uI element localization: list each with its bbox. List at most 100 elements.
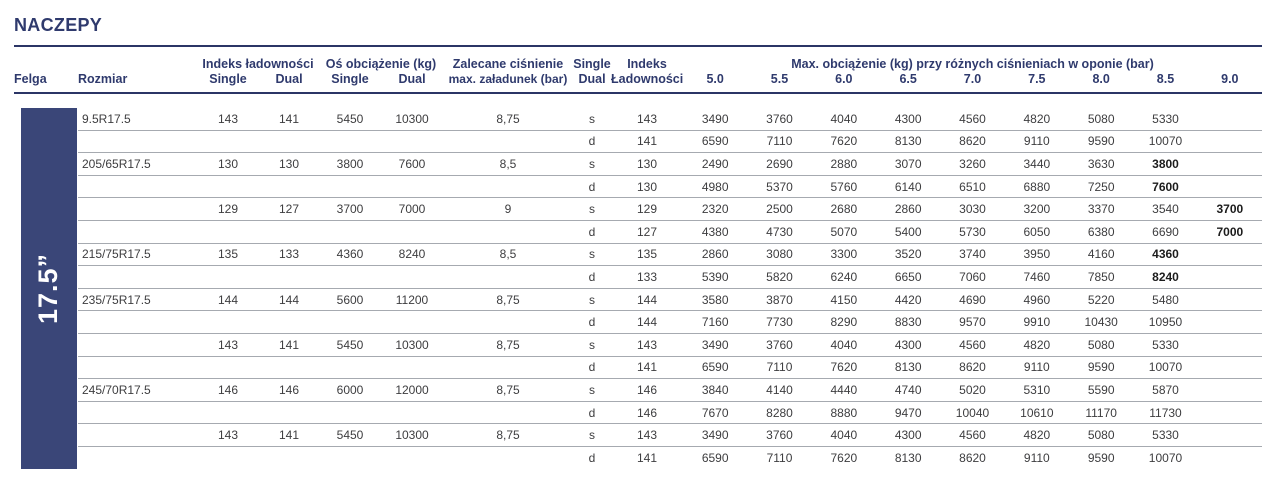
single-dual-flag-cell: d	[588, 450, 596, 465]
max-load-value-cell: 5220	[1087, 292, 1115, 307]
max-load-value-cell: 2860	[701, 247, 729, 262]
size-cell: 205/65R17.5	[82, 156, 151, 171]
max-load-value-cell: 3760	[766, 337, 793, 352]
max-load-value-cell: 6880	[1023, 179, 1051, 194]
axle-load-dual-cell: 7600	[398, 156, 426, 171]
max-load-value-cell: 9110	[1023, 450, 1050, 465]
max-load-value-cell: 3070	[894, 156, 922, 171]
max-load-value-cell: 7110	[766, 134, 793, 149]
axle-load-dual-cell: 7000	[398, 202, 426, 217]
load-index-cell: 144	[636, 292, 658, 307]
header-divider	[14, 92, 1262, 94]
recommended-pressure-cell: 8,75	[496, 292, 520, 307]
max-load-value-cell: 7250	[1087, 179, 1115, 194]
table-body-wrap: 17.5” 9.5R17.5 143 141 5450 10300 8,75 s 143 349…	[14, 108, 1262, 469]
load-index-cell: 146	[636, 405, 658, 420]
max-load-value-cell: 7620	[830, 360, 858, 375]
max-load-value-cell: 3260	[959, 156, 986, 171]
max-load-value-cell: 5070	[830, 224, 858, 239]
table-row: d 133 5390 5820 6240 6650 7060 7460 7850 8240	[78, 266, 1262, 289]
axle-load-single-cell: 5450	[336, 337, 364, 352]
max-load-value-cell: 4300	[894, 111, 922, 126]
load-index-single-cell: 143	[217, 337, 239, 352]
table-row: 129 127 3700 7000 9 s 129 2320 2500 2680 2860 3030 3…	[78, 198, 1262, 221]
max-load-value-cell: 4730	[766, 224, 793, 239]
max-load-value-cell: 5330	[1152, 337, 1179, 352]
table-row: d 141 6590 7110 7620 8130 8620 9110 9590 10070	[78, 131, 1262, 154]
max-load-value-cell: 3490	[701, 111, 729, 126]
max-load-value-cell: 9590	[1087, 360, 1115, 375]
load-index-cell: 143	[636, 428, 658, 443]
max-load-value-cell: 4820	[1023, 111, 1051, 126]
single-dual-flag-cell: d	[588, 269, 596, 284]
group-header-max-load: Max. obciążenie (kg) przy różnych ciśnie…	[791, 57, 1154, 71]
load-index-single-cell: 135	[217, 247, 239, 262]
max-load-value-cell: 8130	[894, 450, 922, 465]
load-index-dual-cell: 144	[278, 292, 300, 307]
size-cell: 235/75R17.5	[82, 292, 151, 307]
max-load-value-cell: 3370	[1087, 202, 1115, 217]
max-load-value-cell: 7670	[701, 405, 729, 420]
max-load-value-cell: 3200	[1023, 202, 1051, 217]
max-load-value-cell: 3440	[1023, 156, 1051, 171]
max-load-value-cell: 10040	[955, 405, 990, 420]
rim-size-column: 17.5”	[14, 108, 78, 469]
single-dual-flag-cell: d	[588, 405, 596, 420]
table-header: Felga Rozmiar Indeks ładowności Oś obcią…	[14, 56, 1262, 86]
table-row: 245/70R17.5 146 146 6000 12000 8,75 s 146 3840 41…	[78, 379, 1262, 402]
max-load-value-cell: 7620	[830, 450, 858, 465]
subheader-axle-single: Single	[331, 72, 369, 86]
col-header-felga: Felga	[14, 72, 47, 86]
table-row: 9.5R17.5 143 141 5450 10300 8,75 s 143 3490 3760 4…	[78, 108, 1262, 131]
table-row: d 144 7160 7730 8290 8830 9570 9910 10430 10950	[78, 311, 1262, 334]
size-cell: 215/75R17.5	[82, 247, 151, 262]
load-index-cell: 143	[636, 111, 658, 126]
axle-load-single-cell: 5450	[336, 428, 364, 443]
max-load-value-cell: 3760	[766, 428, 793, 443]
max-load-value-cell: 6590	[701, 450, 729, 465]
load-index-cell: 127	[636, 224, 658, 239]
max-load-value-cell: 3870	[766, 292, 793, 307]
table-row: 143 141 5450 10300 8,75 s 143 3490 3760 4040 4300 4…	[78, 424, 1262, 447]
max-load-value-cell: 10430	[1084, 315, 1118, 330]
max-load-value-cell: 8280	[766, 405, 793, 420]
col-header-recommended-pressure-line1: Zalecane ciśnienie	[452, 57, 564, 71]
max-load-value-cell: 9110	[1023, 360, 1050, 375]
load-index-cell: 146	[636, 382, 658, 397]
max-load-value-cell: 7160	[701, 315, 729, 330]
max-load-value-cell: 9590	[1087, 450, 1115, 465]
pressure-col-header: 6.5	[899, 72, 917, 86]
axle-load-single-cell: 5600	[336, 292, 364, 307]
load-index-single-cell: 143	[217, 428, 239, 443]
col-header-load-index-line1: Indeks	[627, 57, 667, 71]
subheader-load-index-dual: Dual	[275, 72, 303, 86]
load-index-cell: 141	[636, 450, 658, 465]
group-header-axle-load: Oś obciążenie (kg)	[325, 57, 437, 71]
load-index-single-cell: 130	[217, 156, 239, 171]
table-row: d 127 4380 4730 5070 5400 5730 6050 6380 6690 7000	[78, 221, 1262, 244]
load-index-cell: 130	[636, 156, 658, 171]
max-load-value-cell: 4740	[894, 382, 922, 397]
max-load-value-cell: 4420	[894, 292, 922, 307]
max-load-value-cell: 5370	[766, 179, 793, 194]
max-load-value-cell: 8620	[959, 134, 986, 149]
single-dual-flag-cell: s	[589, 382, 595, 397]
title-divider	[14, 45, 1262, 47]
recommended-pressure-cell: 8,5	[499, 156, 517, 171]
rim-size-badge: 17.5”	[21, 108, 77, 469]
max-load-value-cell: 4160	[1087, 247, 1115, 262]
axle-load-dual-cell: 10300	[395, 428, 429, 443]
size-cell: 9.5R17.5	[82, 111, 131, 126]
max-load-value-cell: 4820	[1023, 428, 1051, 443]
max-load-value-cell: 4980	[701, 179, 729, 194]
max-load-value-cell: 4560	[959, 428, 986, 443]
max-load-value-cell: 2880	[830, 156, 858, 171]
table-row: d 141 6590 7110 7620 8130 8620 9110 9590 10070	[78, 357, 1262, 380]
col-header-load-index-line2: Ładowności	[611, 72, 684, 86]
recommended-pressure-cell: 9	[504, 202, 512, 217]
col-header-single-dual-line2: Dual	[578, 72, 606, 86]
max-load-value-cell: 9570	[959, 315, 986, 330]
col-header-single-dual-line1: Single	[573, 57, 611, 71]
max-load-value-cell: 5390	[701, 269, 729, 284]
max-load-value-cell: 7060	[959, 269, 986, 284]
